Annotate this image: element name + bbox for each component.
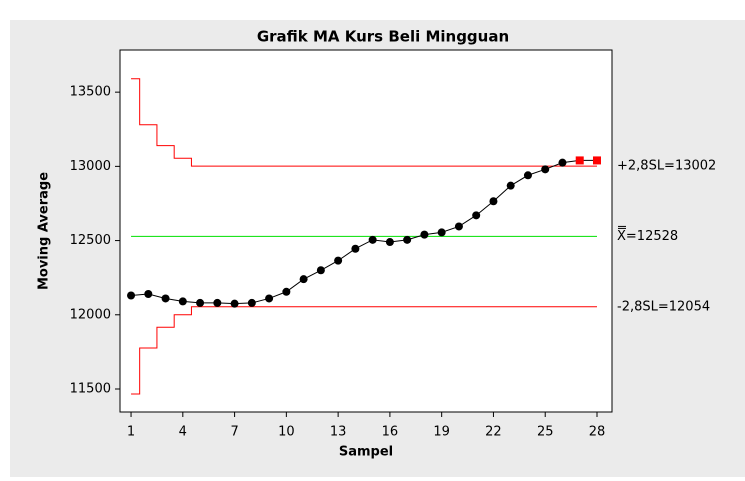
point <box>282 287 291 296</box>
point <box>334 256 343 265</box>
point <box>506 181 515 190</box>
x-tick-label: 4 <box>179 425 187 440</box>
point <box>144 290 153 299</box>
point <box>592 156 601 165</box>
point <box>178 297 187 306</box>
x-tick-label: 7 <box>230 425 238 440</box>
point <box>247 298 256 307</box>
point <box>265 294 274 303</box>
point <box>420 230 429 239</box>
point <box>558 158 567 167</box>
point <box>351 244 360 253</box>
y-tick-label: 12500 <box>70 233 111 248</box>
y-axis-title: Moving Average <box>37 172 52 290</box>
point <box>489 197 498 206</box>
point <box>299 275 308 284</box>
x-tick-label: 19 <box>433 425 450 440</box>
x-tick-label: 10 <box>278 425 295 440</box>
x-tick-label: 25 <box>537 425 554 440</box>
lcl-label: -2,8SL=12054 <box>617 299 710 314</box>
upper-control-limit <box>131 78 597 167</box>
plot-area <box>119 49 613 413</box>
ma-line <box>131 159 597 305</box>
x-tick-label: 1 <box>127 425 135 440</box>
point <box>196 298 205 307</box>
x-tick-label: 22 <box>485 425 502 440</box>
x-tick-label: 28 <box>589 425 606 440</box>
point <box>575 156 584 165</box>
y-tick-label: 13500 <box>70 85 111 100</box>
point <box>454 222 463 231</box>
x-axis-title: Sampel <box>339 445 393 460</box>
point <box>385 238 394 247</box>
point <box>541 165 550 174</box>
point <box>523 171 532 180</box>
point <box>368 235 377 244</box>
x-tick-label: 13 <box>330 425 347 440</box>
lower-control-limit <box>131 306 597 395</box>
point <box>213 298 222 307</box>
y-tick-label: 12000 <box>70 307 111 322</box>
point <box>161 294 170 303</box>
point <box>403 235 412 244</box>
point <box>230 299 239 308</box>
ucl-label: +2,8SL=13002 <box>617 159 716 174</box>
chart-title: Grafik MA Kurs Beli Mingguan <box>257 28 509 46</box>
y-tick-label: 13000 <box>70 159 111 174</box>
center-label: X=12528 <box>617 229 678 244</box>
point <box>127 291 136 300</box>
x-tick-label: 16 <box>382 425 399 440</box>
point <box>437 228 446 237</box>
point <box>472 211 481 220</box>
y-tick-label: 11500 <box>70 381 111 396</box>
point <box>316 266 325 275</box>
